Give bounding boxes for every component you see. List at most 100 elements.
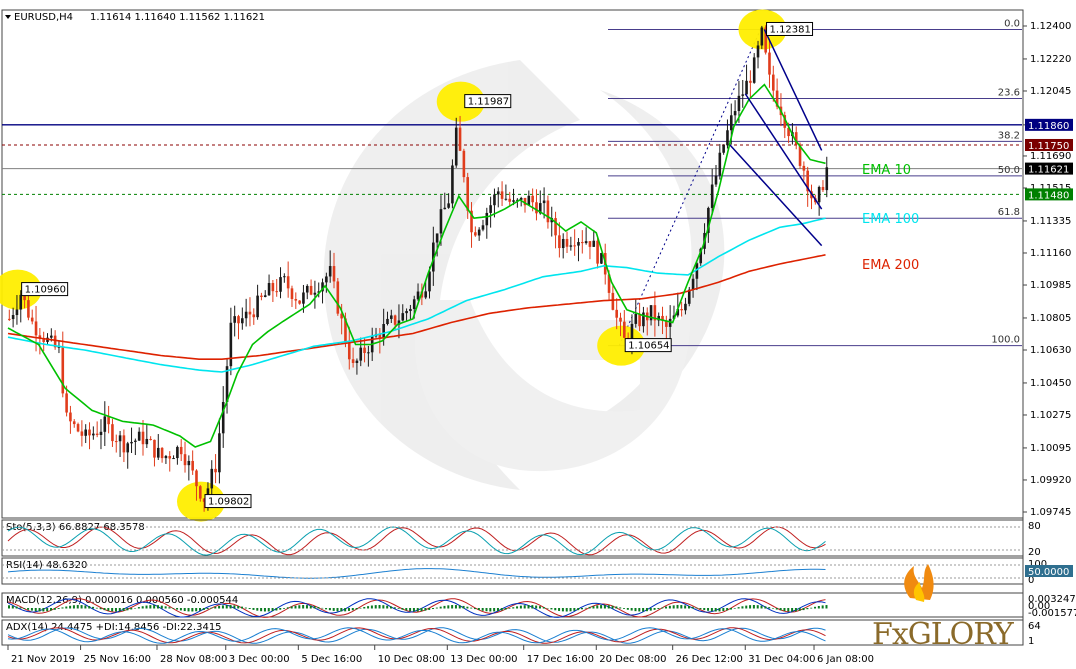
fib-level-label: 61.8 (998, 207, 1020, 218)
candle-body (241, 318, 244, 324)
macd-histogram-bar (496, 608, 499, 612)
time-tick-label: 6 Jan 08:00 (817, 654, 874, 665)
trend-channel[interactable] (729, 29, 823, 247)
macd-histogram-bar (210, 607, 213, 609)
macd-histogram-bar (603, 605, 606, 609)
candle-body (176, 446, 179, 459)
macd-histogram-bar (619, 607, 622, 609)
candle-body (290, 288, 294, 300)
candle-body (153, 439, 156, 458)
macd-histogram-bar (546, 607, 549, 609)
channel-upper-line (763, 29, 823, 151)
candle-body (729, 115, 733, 131)
macd-histogram-bar (137, 607, 140, 609)
swing-label-box (624, 338, 672, 353)
candle-body (397, 320, 401, 325)
macd-histogram-bar (374, 605, 377, 609)
macd-histogram-bar (737, 607, 740, 609)
macd-histogram-bar (344, 608, 347, 612)
macd-histogram-bar (523, 605, 526, 609)
candle-body (772, 74, 775, 91)
macd-histogram-bar (665, 606, 668, 609)
candle-body (477, 229, 481, 236)
price-tick-label: 1.09920 (1030, 475, 1071, 486)
candle-body (302, 292, 305, 304)
macd-histogram-bar (607, 605, 610, 609)
macd-histogram-bar (623, 608, 626, 609)
ema-series (7, 83, 826, 448)
candle-body (130, 441, 133, 444)
time-tick-label: 26 Dec 12:00 (676, 654, 743, 665)
candle-body (573, 245, 576, 247)
candle-body (256, 295, 259, 318)
macd-histogram-bar (114, 608, 117, 612)
macd-histogram-bar (412, 608, 415, 612)
candle-body (134, 440, 137, 442)
macd-histogram-bar (726, 608, 729, 611)
macd-histogram-bar (283, 608, 286, 609)
macd-histogram-bar (80, 605, 83, 609)
macd-histogram-bar (84, 605, 87, 609)
macd-histogram-bar (107, 608, 110, 611)
macd-histogram-bar (248, 608, 251, 610)
candle-body (623, 321, 626, 338)
candle-body (668, 318, 672, 327)
macd-histogram-bar (103, 608, 106, 611)
candle-body (15, 309, 19, 316)
candle-body (305, 285, 309, 293)
macd-histogram-bar (363, 606, 366, 609)
macd-histogram-bar (649, 608, 652, 611)
indicator-line (7, 627, 826, 644)
macd-histogram-bar (336, 608, 339, 612)
candle-body (462, 150, 466, 178)
macd-histogram-bar (584, 607, 587, 609)
candle-body (741, 94, 745, 96)
price-tick-label: 1.11690 (1030, 151, 1071, 162)
candle-body (565, 238, 569, 247)
macd-histogram-bar (519, 605, 522, 609)
macd-histogram-bar (474, 608, 477, 610)
fxglory-logo: FxGLORY (872, 564, 1016, 652)
macd-histogram-bar (722, 608, 725, 612)
fibonacci-retracement[interactable]: 0.0 23.6 38.2 50.0 61.8 100.0 (608, 18, 1022, 347)
candle-body (271, 283, 275, 292)
candle-body (661, 315, 664, 321)
macd-histogram-bar (153, 605, 156, 609)
swing-highlights (0, 9, 787, 522)
candle-body (806, 170, 809, 192)
candle-body (313, 292, 317, 295)
candle-body (481, 225, 485, 230)
price-tick-label: 1.10095 (1030, 443, 1071, 454)
macd-histogram-bar (561, 608, 564, 612)
candle-body (577, 242, 580, 246)
candlestick-series (8, 25, 829, 512)
macd-histogram-bar (775, 608, 778, 610)
candle-body (489, 205, 492, 213)
swing-highlight-circle (177, 481, 225, 522)
ema-legend-label: EMA 100 (862, 212, 919, 227)
candle-body (775, 90, 779, 107)
time-tick-label: 20 Dec 08:00 (599, 654, 666, 665)
macd-histogram-bar (806, 608, 809, 610)
swing-label-text: 1.09802 (208, 497, 249, 508)
candle-body (260, 295, 263, 297)
candle-body (172, 458, 175, 460)
candle-body (500, 191, 504, 199)
candle-body (737, 95, 741, 112)
indicator-scale-label: 0.00 (1028, 601, 1050, 612)
candle-body (42, 338, 45, 342)
macd-histogram-bar (527, 605, 530, 609)
macd-histogram-bar (305, 605, 308, 609)
price-tick-label: 1.12045 (1030, 86, 1071, 97)
macd-histogram-bar (19, 607, 22, 609)
macd-histogram-bar (313, 606, 316, 609)
macd-histogram-bar (370, 605, 373, 609)
candle-body (275, 291, 278, 293)
candle-body (523, 197, 527, 206)
macd-histogram-bar (409, 608, 412, 612)
fib-level-label: 38.2 (998, 130, 1020, 141)
macd-histogram-bar (558, 608, 561, 611)
dropdown-triangle-icon[interactable] (5, 15, 11, 19)
candle-body (34, 321, 38, 336)
